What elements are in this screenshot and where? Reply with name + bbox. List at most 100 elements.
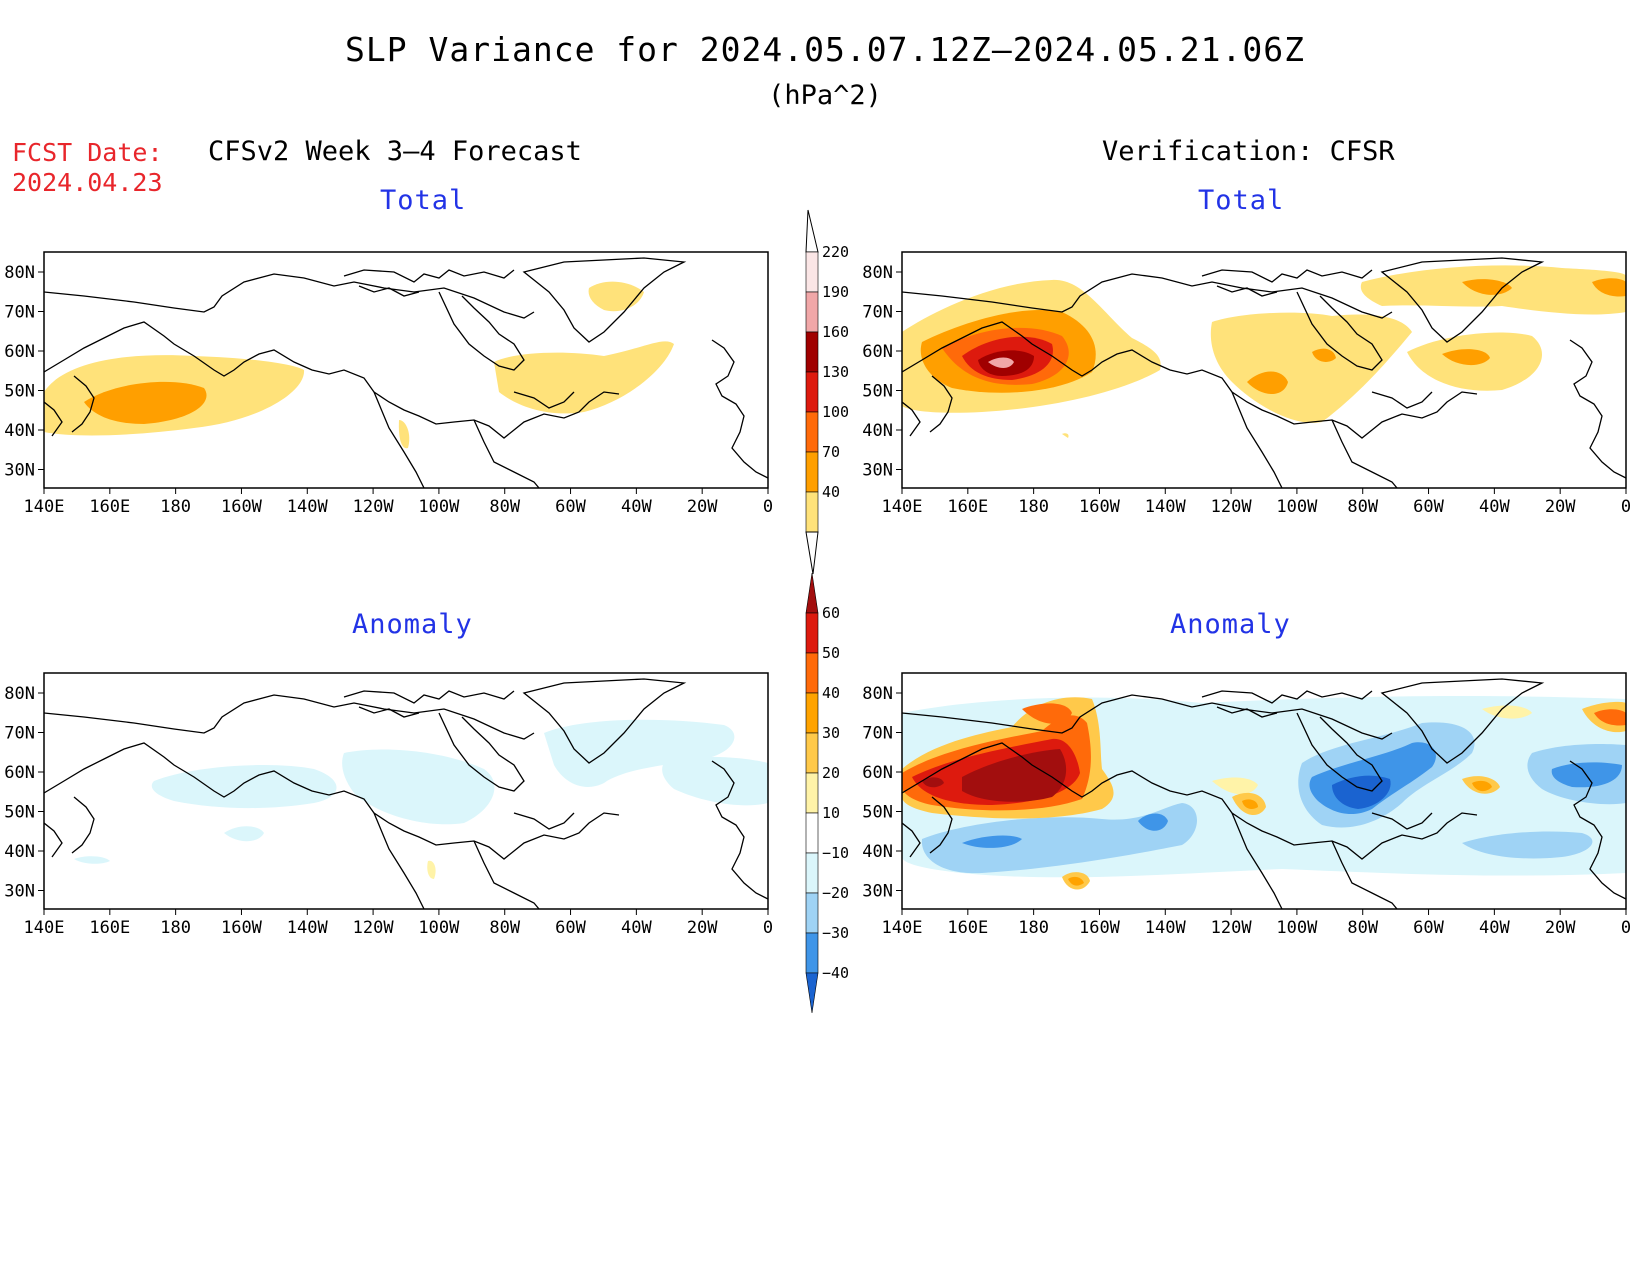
lon-tick-label: 0 (1621, 497, 1631, 517)
lon-tick-label: 60W (1413, 918, 1444, 938)
lon-tick-label: 40W (1479, 497, 1510, 517)
lon-tick-label: 100W (1276, 918, 1318, 938)
colorbar-label: 40 (822, 483, 840, 501)
lon-tick-label: 40W (621, 918, 652, 938)
forecast-date-value: 2024.04.23 (12, 168, 163, 197)
lon-tick-label: 120W (353, 497, 395, 517)
lat-tick-label: 80N (862, 263, 893, 283)
lon-tick-label: 180 (160, 918, 191, 938)
colorbar-swatch (805, 371, 819, 413)
colorbar-label: 40 (822, 684, 840, 702)
colorbar-label: 50 (822, 644, 840, 662)
verification-total-map (902, 252, 1626, 488)
verification-anomaly-title: Anomaly (1170, 609, 1291, 640)
lat-tick-label: 70N (4, 303, 35, 323)
figure-title: SLP Variance for 2024.05.07.12Z—2024.05.… (345, 30, 1305, 69)
colorbar-label: −40 (822, 964, 849, 982)
lon-tick-label: 80W (489, 918, 520, 938)
colorbar-swatch (805, 932, 819, 974)
lon-tick-label: 60W (555, 497, 586, 517)
lat-tick-label: 60N (862, 342, 893, 362)
lon-tick-label: 160E (89, 497, 130, 517)
colorbar-label: 190 (822, 283, 849, 301)
forecast-anomaly-map (44, 673, 768, 909)
colorbar-label: 60 (822, 604, 840, 622)
colorbar-swatch (805, 331, 819, 373)
lon-tick-label: 40W (621, 497, 652, 517)
lon-tick-label: 140W (1145, 497, 1187, 517)
lat-tick-label: 80N (4, 684, 35, 704)
colorbar-label: 100 (822, 403, 849, 421)
lon-tick-label: 20W (687, 497, 718, 517)
lat-tick-label: 50N (862, 803, 893, 823)
colorbar-label: −10 (822, 844, 849, 862)
colorbar-label: 20 (822, 764, 840, 782)
lat-tick-label: 40N (4, 421, 35, 441)
lon-tick-label: 0 (763, 497, 773, 517)
lon-tick-label: 120W (1211, 918, 1253, 938)
colorbar-swatch (805, 692, 819, 734)
lat-tick-label: 70N (862, 724, 893, 744)
colorbar-swatch (805, 972, 819, 1014)
lon-tick-label: 160E (89, 918, 130, 938)
lon-tick-label: 160W (1079, 918, 1121, 938)
colorbar-label: 160 (822, 323, 849, 341)
colorbar-label: 220 (822, 243, 849, 261)
units-label: (hPa^2) (768, 80, 882, 111)
lon-tick-label: 80W (489, 497, 520, 517)
lat-tick-label: 60N (4, 342, 35, 362)
lon-tick-label: 100W (1276, 497, 1318, 517)
lat-tick-label: 30N (4, 461, 35, 481)
lat-tick-label: 80N (862, 684, 893, 704)
lon-tick-label: 100W (418, 497, 460, 517)
lon-tick-label: 100W (418, 918, 460, 938)
lon-tick-label: 120W (353, 918, 395, 938)
colorbar-swatch (805, 411, 819, 453)
colorbar-swatch (805, 892, 819, 934)
lon-tick-label: 180 (160, 497, 191, 517)
forecast-date: FCST Date: 2024.04.23 (12, 138, 163, 198)
lat-tick-label: 30N (862, 461, 893, 481)
lon-tick-label: 160E (947, 918, 988, 938)
forecast-total-map (44, 252, 768, 488)
lat-tick-label: 30N (4, 882, 35, 902)
verification-anomaly-map (902, 673, 1626, 909)
forecast-anomaly-title: Anomaly (352, 609, 473, 640)
colorbar-swatch (805, 772, 819, 814)
lon-tick-label: 20W (1545, 497, 1576, 517)
lon-tick-label: 160E (947, 497, 988, 517)
lon-tick-label: 60W (1413, 497, 1444, 517)
colorbar-anomaly: 60 50 40 30 20 10 −10 −20 −30 −40 (805, 572, 849, 1014)
forecast-total-frame (43, 251, 769, 489)
lon-tick-label: 140W (287, 497, 329, 517)
colorbar-swatch (805, 612, 819, 654)
verification-anomaly-frame (901, 672, 1627, 910)
lon-tick-label: 140W (1145, 918, 1187, 938)
colorbar-label: 30 (822, 724, 840, 742)
lat-tick-label: 40N (862, 421, 893, 441)
lat-tick-label: 50N (4, 382, 35, 402)
lat-tick-label: 50N (862, 382, 893, 402)
colorbar-swatch (805, 291, 819, 333)
axes-layer: 140E 160E 180 160W 140W 120W 100W 80W 60W 40W 20W 0… (4, 263, 1631, 938)
verification-heading: Verification: CFSR (1102, 136, 1395, 167)
colorbar-swatch (805, 852, 819, 894)
lon-tick-label: 80W (1347, 497, 1378, 517)
lon-tick-label: 40W (1479, 918, 1510, 938)
lat-tick-label: 40N (4, 842, 35, 862)
colorbar-label: 130 (822, 363, 849, 381)
colorbar-label: −20 (822, 884, 849, 902)
lat-tick-label: 70N (862, 303, 893, 323)
lon-tick-label: 140E (882, 918, 923, 938)
forecast-total-title: Total (380, 185, 467, 216)
colorbar-swatch (805, 572, 819, 614)
colorbar-swatch (805, 251, 819, 293)
lon-tick-label: 140W (287, 918, 329, 938)
lon-tick-label: 60W (555, 918, 586, 938)
lon-tick-label: 0 (1621, 918, 1631, 938)
colorbar-total: 220 190 160 130 100 70 40 (805, 209, 849, 575)
lon-tick-label: 0 (763, 918, 773, 938)
lon-tick-label: 160W (221, 497, 263, 517)
lon-tick-label: 120W (1211, 497, 1253, 517)
forecast-anomaly-frame (43, 672, 769, 910)
